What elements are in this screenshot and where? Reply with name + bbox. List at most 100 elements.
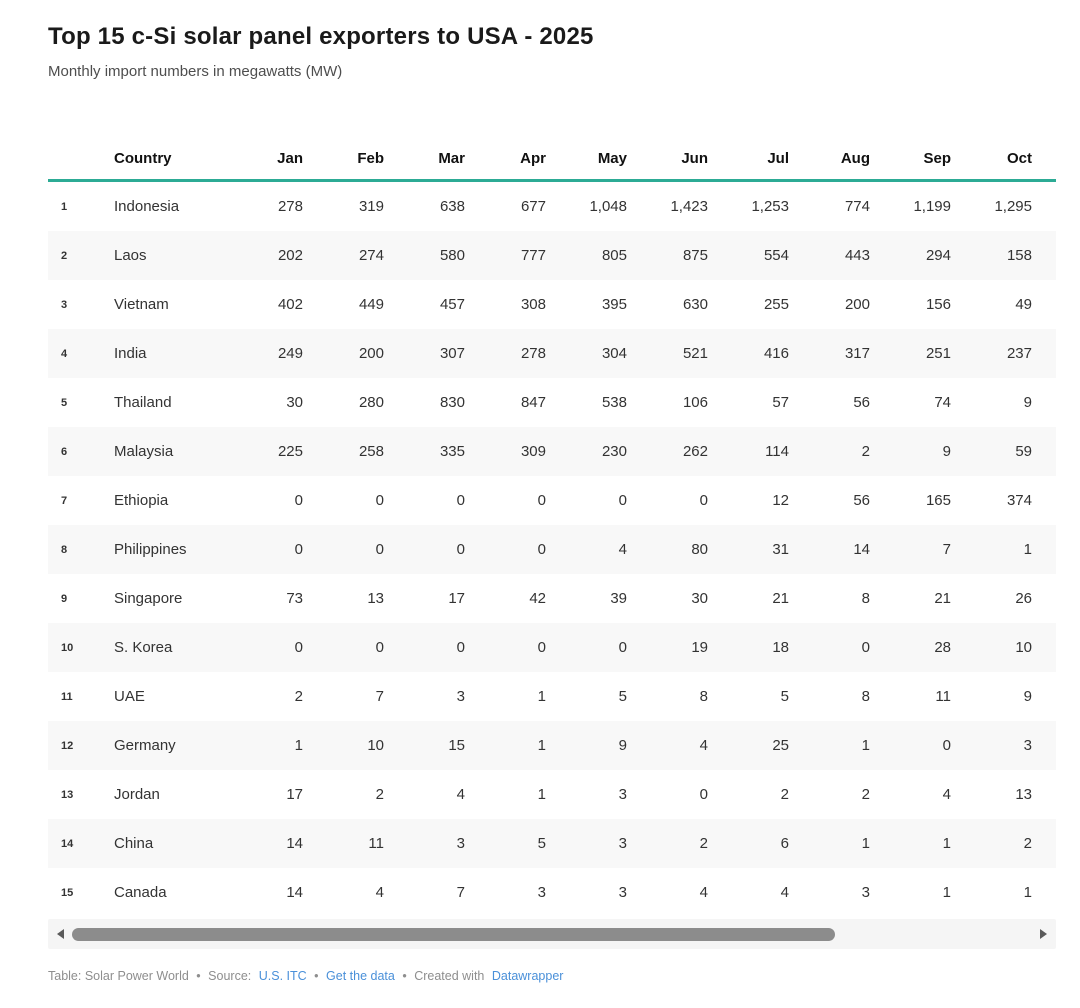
cell-value: 521	[682, 345, 708, 362]
column-header-month: Aug	[813, 140, 894, 182]
cell-value: 12	[772, 492, 789, 509]
row-rank: 5	[61, 396, 68, 409]
cell-value: 80	[691, 541, 708, 558]
cell-value: 3	[456, 835, 465, 852]
scroll-right-arrow-icon[interactable]	[1040, 929, 1047, 939]
cell-value: 249	[277, 345, 303, 362]
cell-value: 317	[844, 345, 870, 362]
cell-value: 457	[439, 296, 465, 313]
column-header-month: Jun	[651, 140, 732, 182]
row-rank: 8	[61, 543, 68, 556]
cell-value: 13	[1015, 786, 1032, 803]
cell-value: 1	[537, 786, 546, 803]
cell-value: 4	[699, 737, 708, 754]
cell-value: 0	[618, 639, 627, 656]
cell-value: 3	[537, 884, 546, 901]
cell-value: 335	[439, 443, 465, 460]
row-country: Singapore	[114, 590, 183, 607]
footer-separator: •	[402, 969, 407, 983]
row-country: UAE	[114, 688, 145, 705]
cell-value: 9	[1023, 688, 1032, 705]
cell-value: 31	[772, 541, 789, 558]
row-country: Canada	[114, 884, 167, 901]
cell-value: 309	[520, 443, 546, 460]
cell-value: 2	[1023, 835, 1032, 852]
column-header-month: Jan	[246, 140, 327, 182]
row-rank: 4	[61, 347, 68, 360]
table-row: 5 Thailand 30 280 830 847 538 106 57 56 74 9	[48, 378, 1056, 427]
get-data-link[interactable]: Get the data	[326, 969, 395, 983]
cell-value: 49	[1015, 296, 1032, 313]
row-country: Thailand	[114, 394, 172, 411]
footer-separator: •	[314, 969, 319, 983]
cell-value: 0	[294, 492, 303, 509]
scrollbar-track[interactable]	[72, 927, 1032, 941]
row-rank: 13	[61, 788, 74, 801]
row-rank: 7	[61, 494, 68, 507]
cell-value: 237	[1006, 345, 1032, 362]
table-row: 13 Jordan 17 2 4 1 3 0 2 2 4 13	[48, 770, 1056, 819]
cell-value: 30	[286, 394, 303, 411]
cell-value: 13	[367, 590, 384, 607]
scroll-left-arrow-icon[interactable]	[57, 929, 64, 939]
cell-value: 1	[1023, 884, 1032, 901]
cell-value: 1	[1023, 541, 1032, 558]
column-header-country: Country	[112, 140, 246, 182]
row-rank: 9	[61, 592, 68, 605]
cell-value: 280	[358, 394, 384, 411]
page-subtitle: Monthly import numbers in megawatts (MW)	[48, 63, 343, 80]
row-country: Indonesia	[114, 198, 180, 215]
cell-value: 18	[772, 639, 789, 656]
cell-value: 278	[520, 345, 546, 362]
row-country: Jordan	[114, 786, 160, 803]
cell-value: 0	[375, 639, 384, 656]
cell-value: 73	[286, 590, 303, 607]
cell-value: 17	[448, 590, 465, 607]
cell-value: 0	[618, 492, 627, 509]
cell-value: 3	[861, 884, 870, 901]
scrollbar-thumb[interactable]	[72, 927, 836, 941]
cell-value: 26	[1015, 590, 1032, 607]
cell-value: 114	[765, 443, 789, 460]
source-link[interactable]: U.S. ITC	[258, 969, 307, 983]
cell-value: 15	[448, 737, 465, 754]
cell-value: 777	[520, 247, 546, 264]
cell-value: 59	[1015, 443, 1032, 460]
cell-value: 4	[780, 884, 789, 901]
cell-value: 6	[780, 835, 789, 852]
table-row: 15 Canada 14 4 7 3 3 4 4 3 1 1	[48, 868, 1056, 917]
cell-value: 14	[286, 835, 303, 852]
row-country: Vietnam	[114, 296, 169, 313]
cell-value: 416	[763, 345, 789, 362]
cell-value: 5	[537, 835, 546, 852]
table-header-row: Country Jan Feb Mar Apr May Jun Jul Aug Sep Oct	[48, 140, 1056, 182]
cell-value: 0	[537, 541, 546, 558]
cell-value: 14	[853, 541, 870, 558]
cell-value: 0	[861, 639, 870, 656]
cell-value: 7	[942, 541, 951, 558]
cell-value: 3	[618, 835, 627, 852]
cell-value: 1	[942, 884, 951, 901]
cell-value: 0	[699, 492, 708, 509]
datawrapper-link[interactable]: Datawrapper	[491, 969, 564, 983]
cell-value: 42	[529, 590, 546, 607]
row-country: Malaysia	[114, 443, 174, 460]
row-rank: 10	[61, 641, 74, 654]
row-country: India	[114, 345, 147, 362]
row-rank: 3	[61, 298, 68, 311]
cell-value: 262	[682, 443, 708, 460]
cell-value: 4	[942, 786, 951, 803]
cell-value: 25	[772, 737, 789, 754]
horizontal-scrollbar[interactable]	[48, 919, 1056, 949]
cell-value: 774	[844, 198, 870, 215]
cell-value: 0	[294, 541, 303, 558]
cell-value: 17	[286, 786, 303, 803]
cell-value: 3	[1023, 737, 1032, 754]
cell-value: 0	[456, 639, 465, 656]
cell-value: 11	[368, 835, 384, 852]
cell-value: 538	[601, 394, 627, 411]
cell-value: 278	[277, 198, 303, 215]
cell-value: 4	[618, 541, 627, 558]
cell-value: 630	[682, 296, 708, 313]
footer-separator: •	[196, 969, 201, 983]
